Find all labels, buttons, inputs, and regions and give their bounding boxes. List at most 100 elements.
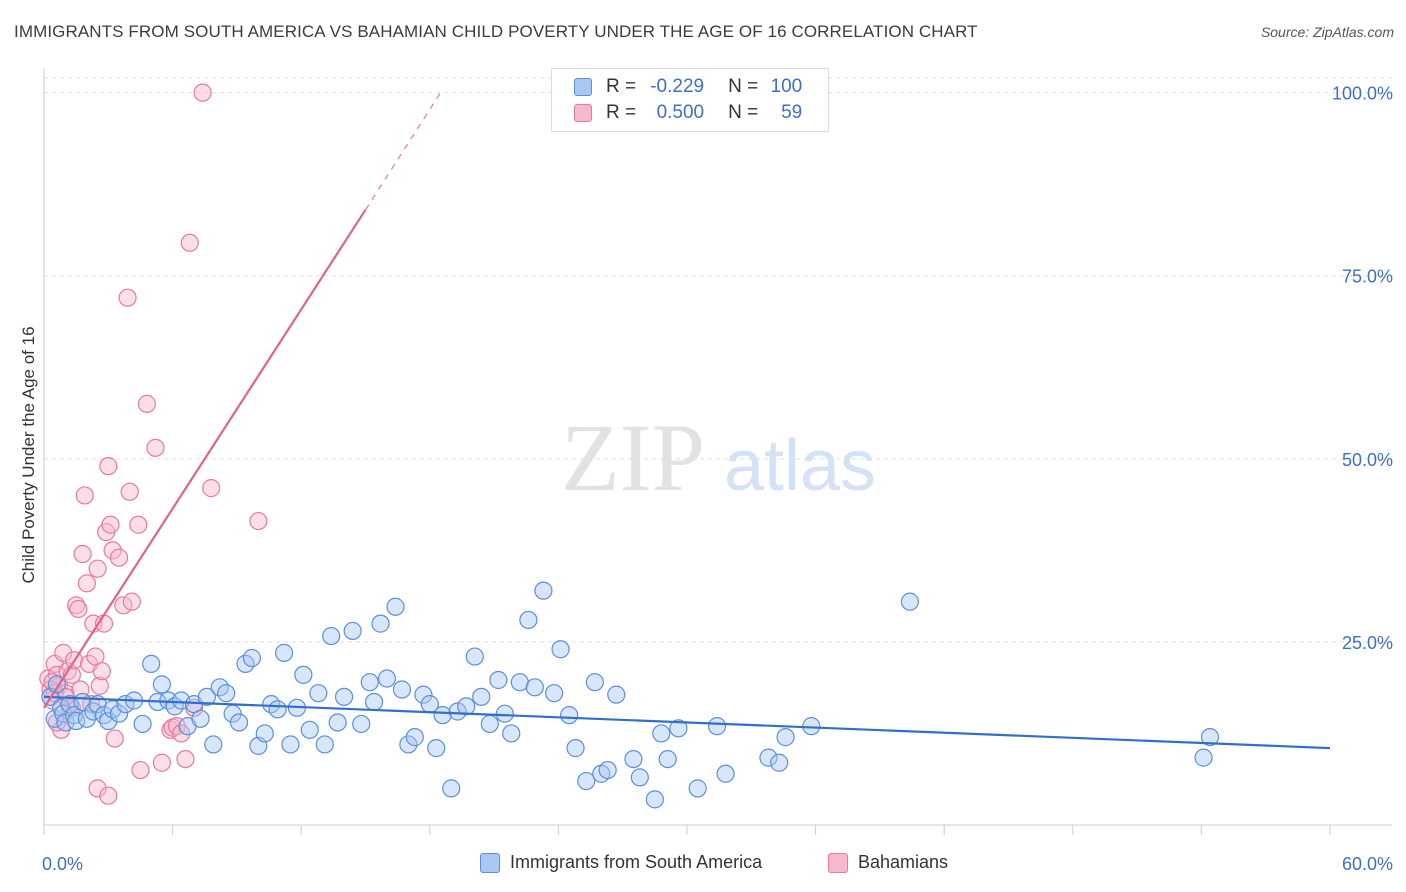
stats-r-label: R = — [606, 102, 637, 123]
x-tick-label: 60.0% — [1342, 854, 1393, 874]
data-point-bahamians — [75, 486, 94, 505]
data-point-bahamians — [88, 779, 107, 798]
stats-row-blue: R = -0.229 N = 100 — [574, 74, 802, 100]
data-point-south-america — [560, 706, 579, 725]
data-point-south-america — [360, 673, 379, 692]
data-point-south-america — [343, 621, 362, 641]
data-point-south-america — [328, 713, 347, 732]
data-point-south-america — [502, 724, 521, 743]
data-point-south-america — [551, 640, 570, 659]
stats-swatch-pink — [574, 104, 592, 122]
data-point-south-america — [405, 728, 424, 747]
data-point-south-america — [364, 692, 384, 712]
data-point-south-america — [669, 719, 688, 738]
data-point-south-america — [900, 592, 920, 611]
data-point-south-america — [204, 735, 223, 754]
data-point-bahamians — [172, 724, 191, 743]
data-point-bahamians — [77, 574, 96, 593]
y-tick-label: 50.0% — [1342, 450, 1393, 470]
legend-label: Immigrants from South America — [510, 852, 763, 872]
data-point-south-america — [399, 735, 418, 754]
data-point-south-america — [1200, 728, 1220, 747]
data-point-bahamians — [176, 749, 195, 769]
watermark-zip: ZIP — [561, 404, 705, 511]
data-point-south-america — [322, 626, 341, 646]
data-point-south-america — [255, 724, 274, 743]
data-point-south-america — [371, 614, 390, 633]
axis-labels: 25.0% 50.0% 75.0% 100.0% 0.0% 60.0% Child Pove… — [19, 84, 1393, 874]
legend-item-bahamians[interactable]: Bahamians — [828, 852, 948, 873]
data-point-south-america — [770, 753, 789, 772]
data-point-south-america — [1194, 748, 1213, 767]
data-point-bahamians — [129, 515, 148, 534]
data-point-south-america — [545, 684, 564, 703]
trend-lines — [43, 92, 1331, 750]
data-point-bahamians — [109, 548, 129, 567]
data-point-south-america — [598, 760, 617, 780]
data-point-south-america — [229, 713, 249, 732]
data-point-south-america — [142, 654, 161, 673]
data-point-south-america — [67, 711, 86, 731]
source-label: Source: ZipAtlas.com — [1260, 24, 1394, 40]
data-point-south-america — [45, 709, 64, 728]
data-point-south-america — [377, 669, 397, 688]
data-point-south-america — [759, 748, 778, 767]
x-tick-label: 0.0% — [42, 854, 83, 874]
data-point-south-america — [315, 735, 334, 754]
watermark: ZIP atlas — [561, 404, 876, 511]
data-point-south-america — [109, 704, 129, 723]
data-point-south-america — [197, 687, 216, 706]
data-point-south-america — [274, 643, 294, 662]
data-point-bahamians — [73, 544, 92, 564]
data-point-south-america — [352, 714, 371, 734]
stats-r-value: 0.500 — [656, 102, 705, 123]
chart-title: IMMIGRANTS FROM SOUTH AMERICA VS BAHAMIA… — [14, 22, 978, 41]
y-axis-title: Child Poverty Under the Age of 16 — [19, 326, 38, 583]
data-point-south-america — [480, 714, 499, 734]
y-tick-label: 100.0% — [1332, 84, 1393, 104]
data-point-south-america — [281, 735, 300, 754]
stats-swatch-blue — [574, 78, 592, 96]
data-point-south-america — [577, 771, 596, 791]
data-point-bahamians — [69, 599, 88, 619]
data-point-bahamians — [137, 394, 156, 413]
data-point-south-america — [630, 768, 649, 787]
data-point-south-america — [585, 673, 604, 692]
y-tick-label: 25.0% — [1342, 633, 1393, 653]
data-point-south-america — [457, 697, 476, 716]
data-point-south-america — [433, 706, 452, 725]
stats-n-value: 59 — [781, 102, 803, 123]
data-point-south-america — [414, 685, 433, 704]
data-point-south-america — [495, 704, 514, 723]
data-point-south-america — [133, 714, 152, 734]
stats-r-label: R = — [606, 76, 637, 97]
legend-item-south-america[interactable]: Immigrants from South America — [480, 852, 762, 873]
data-point-bahamians — [105, 729, 124, 748]
data-point-south-america — [534, 581, 553, 600]
data-point-south-america — [392, 680, 412, 699]
data-point-bahamians — [103, 541, 122, 560]
legend-swatch-blue — [480, 852, 500, 873]
data-point-south-america — [624, 749, 643, 769]
data-point-bahamians — [118, 288, 137, 307]
data-point-south-america — [442, 779, 461, 798]
stats-row-pink: R = 0.500 N = 59 — [574, 100, 802, 126]
data-point-bahamians — [101, 515, 120, 534]
stats-n-value: 100 — [770, 76, 803, 97]
data-point-south-america — [776, 728, 795, 747]
data-point-south-america — [688, 779, 707, 798]
data-point-south-america — [652, 724, 671, 743]
data-point-south-america — [448, 702, 467, 721]
data-point-bahamians — [88, 559, 107, 578]
watermark-atlas: atlas — [724, 426, 876, 506]
trend-line-bahamians-extension — [364, 92, 442, 211]
data-point-south-america — [242, 648, 262, 668]
trend-line-south-america — [43, 695, 1331, 750]
data-point-south-america — [472, 687, 491, 706]
data-point-south-america — [334, 687, 354, 706]
legend-label: Bahamians — [858, 852, 949, 872]
data-point-south-america — [191, 709, 210, 728]
data-point-south-america — [707, 717, 727, 736]
data-point-bahamians — [152, 753, 171, 772]
